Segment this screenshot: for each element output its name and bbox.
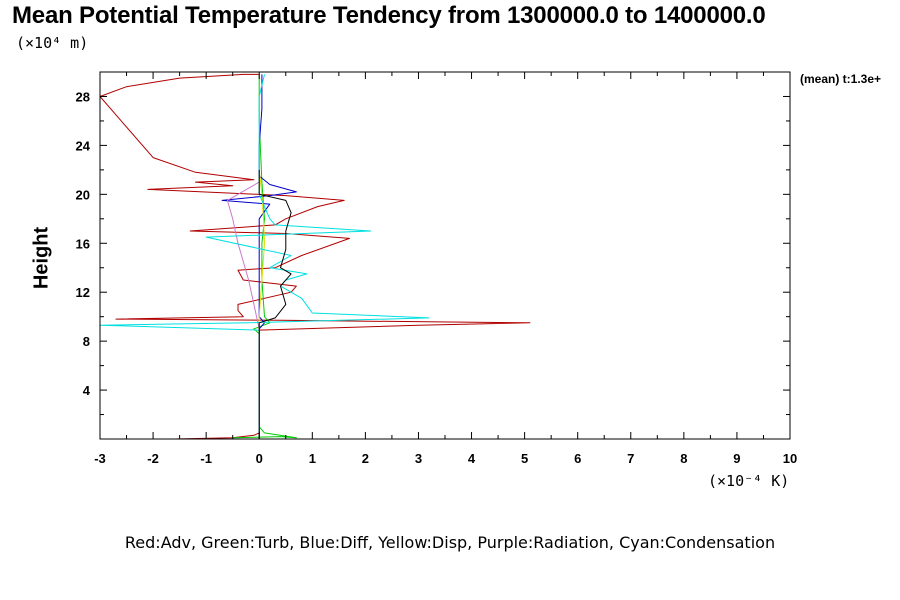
y-tick-label: 24 xyxy=(76,138,91,153)
y-tick-label: 4 xyxy=(83,383,91,398)
x-tick-label: 8 xyxy=(680,451,687,466)
y-tick-label: 8 xyxy=(83,334,90,349)
chart-title: Mean Potential Temperature Tendency from… xyxy=(12,2,766,29)
y-tick-label: 20 xyxy=(76,187,90,202)
x-tick-label: 3 xyxy=(415,451,422,466)
y-axis-scale-label: (×10⁴ m) xyxy=(16,34,89,52)
plot-frame xyxy=(99,71,791,440)
series-line-adv xyxy=(99,73,531,440)
x-tick-label: 7 xyxy=(627,451,634,466)
x-tick-label: 5 xyxy=(521,451,528,466)
y-tick-label: 28 xyxy=(76,89,90,104)
x-tick-label: 2 xyxy=(362,451,369,466)
x-tick-label: 0 xyxy=(256,451,263,466)
series-line-disp xyxy=(258,169,265,342)
series-line-total xyxy=(258,169,292,439)
series-layer xyxy=(99,73,531,440)
series-line-turb xyxy=(232,74,297,439)
series-line-condensation xyxy=(99,74,430,439)
x-tick-label: 9 xyxy=(733,451,740,466)
x-tick-label: 10 xyxy=(783,451,797,466)
x-tick-label: 1 xyxy=(309,451,316,466)
legend: Red:Adv, Green:Turb, Blue:Diff, Yellow:D… xyxy=(124,533,776,552)
y-tick-label: 16 xyxy=(76,236,90,251)
x-tick-label: -1 xyxy=(200,451,212,466)
x-tick-label: 4 xyxy=(468,451,476,466)
series-line-radiation xyxy=(226,181,260,433)
side-annotation: (mean) t:1.3e+ xyxy=(800,72,882,86)
x-tick-label: -3 xyxy=(94,451,106,466)
y-tick-label: 12 xyxy=(76,285,90,300)
x-tick-label: -2 xyxy=(147,451,159,466)
x-tick-label: 6 xyxy=(574,451,581,466)
x-axis-scale-label: (×10⁻⁴ K) xyxy=(708,472,790,490)
